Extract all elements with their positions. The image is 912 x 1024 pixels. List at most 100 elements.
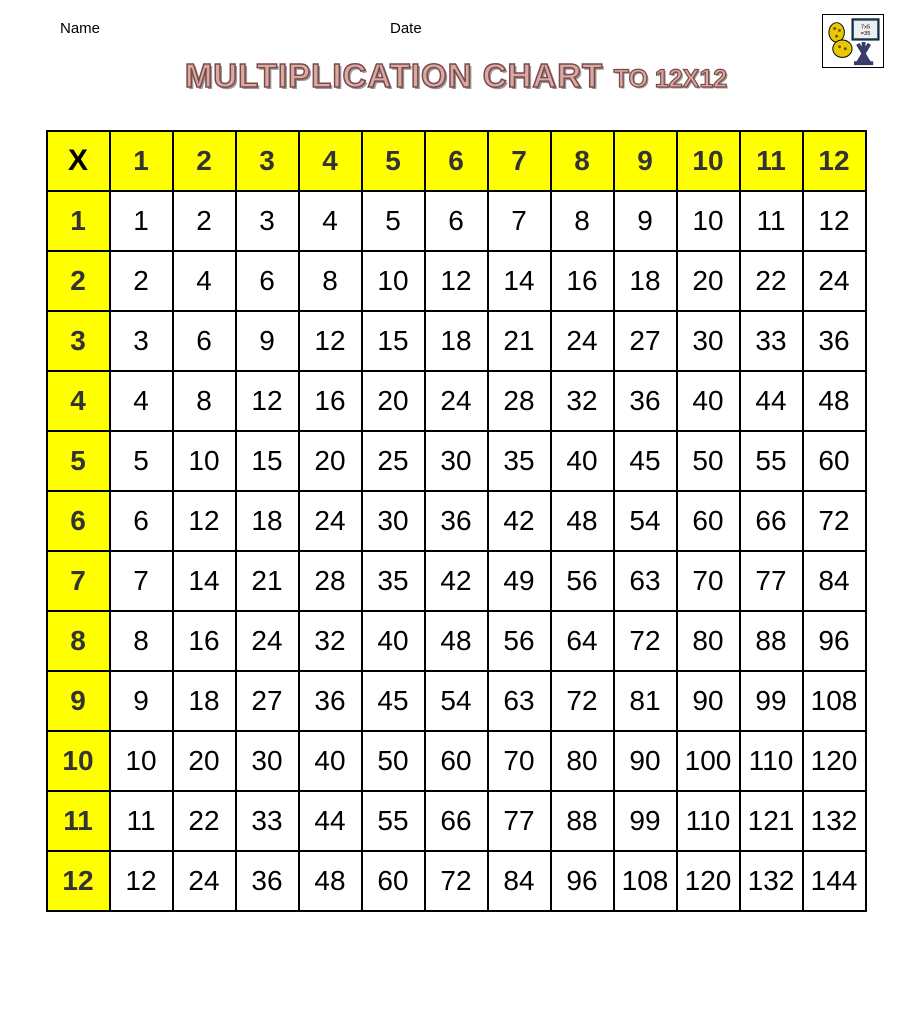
table-cell: 110	[677, 791, 740, 851]
table-cell: 27	[614, 311, 677, 371]
table-cell: 44	[740, 371, 803, 431]
table-cell: 90	[677, 671, 740, 731]
table-cell: 20	[677, 251, 740, 311]
date-label: Date	[390, 20, 422, 37]
row-header: 12	[47, 851, 110, 911]
table-cell: 120	[803, 731, 866, 791]
table-cell: 33	[740, 311, 803, 371]
table-cell: 42	[488, 491, 551, 551]
col-header: 3	[236, 131, 299, 191]
table-cell: 100	[677, 731, 740, 791]
table-cell: 72	[551, 671, 614, 731]
row-header: 10	[47, 731, 110, 791]
table-cell: 96	[551, 851, 614, 911]
table-cell: 120	[677, 851, 740, 911]
table-cell: 88	[740, 611, 803, 671]
table-cell: 60	[677, 491, 740, 551]
col-header: 4	[299, 131, 362, 191]
table-cell: 60	[803, 431, 866, 491]
table-cell: 30	[236, 731, 299, 791]
table-cell: 63	[614, 551, 677, 611]
table-cell: 10	[173, 431, 236, 491]
table-cell: 30	[362, 491, 425, 551]
table-cell: 14	[488, 251, 551, 311]
table-cell: 40	[362, 611, 425, 671]
table-cell: 22	[740, 251, 803, 311]
table-cell: 54	[614, 491, 677, 551]
table-cell: 55	[740, 431, 803, 491]
table-cell: 60	[362, 851, 425, 911]
row-header: 2	[47, 251, 110, 311]
table-cell: 8	[551, 191, 614, 251]
table-cell: 132	[740, 851, 803, 911]
table-cell: 24	[236, 611, 299, 671]
table-cell: 63	[488, 671, 551, 731]
table-cell: 18	[614, 251, 677, 311]
table-cell: 50	[677, 431, 740, 491]
col-header: 12	[803, 131, 866, 191]
table-cell: 11	[740, 191, 803, 251]
table-cell: 6	[425, 191, 488, 251]
table-cell: 110	[740, 731, 803, 791]
svg-text:=35: =35	[861, 31, 871, 37]
table-cell: 77	[488, 791, 551, 851]
table-cell: 18	[173, 671, 236, 731]
table-cell: 70	[677, 551, 740, 611]
title-main: MULTIPLICATION CHART	[185, 57, 603, 94]
table-cell: 36	[425, 491, 488, 551]
table-cell: 99	[740, 671, 803, 731]
table-cell: 132	[803, 791, 866, 851]
table-cell: 16	[299, 371, 362, 431]
table-cell: 25	[362, 431, 425, 491]
table-cell: 27	[236, 671, 299, 731]
name-label: Name	[60, 20, 390, 37]
table-cell: 40	[551, 431, 614, 491]
table-cell: 8	[110, 611, 173, 671]
table-cell: 15	[236, 431, 299, 491]
row-header: 4	[47, 371, 110, 431]
table-cell: 90	[614, 731, 677, 791]
table-cell: 8	[173, 371, 236, 431]
col-header: 1	[110, 131, 173, 191]
table-cell: 80	[677, 611, 740, 671]
table-cell: 14	[173, 551, 236, 611]
table-cell: 45	[362, 671, 425, 731]
table-cell: 60	[425, 731, 488, 791]
table-cell: 12	[173, 491, 236, 551]
table-cell: 1	[110, 191, 173, 251]
table-cell: 36	[614, 371, 677, 431]
table-cell: 48	[299, 851, 362, 911]
table-cell: 24	[173, 851, 236, 911]
table-cell: 30	[677, 311, 740, 371]
table-cell: 12	[299, 311, 362, 371]
table-cell: 12	[425, 251, 488, 311]
table-cell: 21	[236, 551, 299, 611]
table-cell: 24	[299, 491, 362, 551]
table-cell: 18	[236, 491, 299, 551]
table-cell: 9	[236, 311, 299, 371]
table-cell: 6	[110, 491, 173, 551]
table-cell: 7	[488, 191, 551, 251]
table-cell: 2	[110, 251, 173, 311]
row-header: 8	[47, 611, 110, 671]
row-header: 7	[47, 551, 110, 611]
table-cell: 4	[173, 251, 236, 311]
row-header: 5	[47, 431, 110, 491]
table-cell: 45	[614, 431, 677, 491]
row-header: 11	[47, 791, 110, 851]
table-cell: 11	[110, 791, 173, 851]
row-header: 9	[47, 671, 110, 731]
table-cell: 48	[425, 611, 488, 671]
table-cell: 81	[614, 671, 677, 731]
table-cell: 40	[299, 731, 362, 791]
col-header: 9	[614, 131, 677, 191]
table-cell: 48	[803, 371, 866, 431]
multiplication-table: X123456789101112112345678910111222468101…	[46, 130, 867, 912]
table-cell: 5	[362, 191, 425, 251]
table-cell: 56	[488, 611, 551, 671]
table-cell: 15	[362, 311, 425, 371]
table-cell: 6	[173, 311, 236, 371]
col-header: 8	[551, 131, 614, 191]
table-cell: 18	[425, 311, 488, 371]
table-cell: 24	[425, 371, 488, 431]
